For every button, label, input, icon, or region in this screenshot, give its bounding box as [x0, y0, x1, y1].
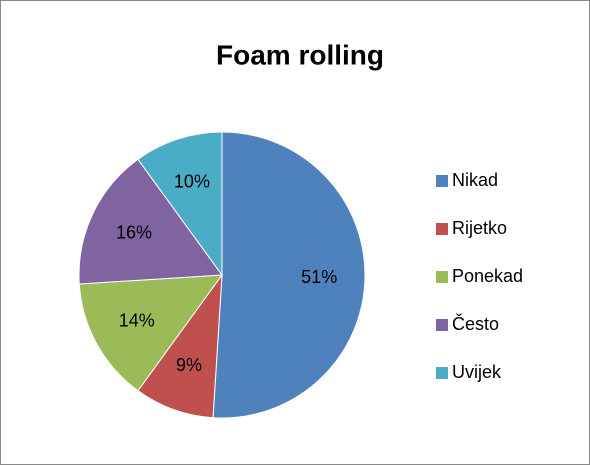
pie-slice: [78, 158, 223, 285]
legend-swatch: [436, 175, 448, 187]
data-label: 51%: [301, 267, 337, 287]
legend-label: Uvijek: [452, 362, 502, 382]
data-label: 16%: [116, 222, 152, 242]
pie-slice: [137, 273, 223, 419]
data-label: 9%: [176, 355, 202, 375]
legend-label: Rijetko: [452, 218, 507, 238]
pie-slice: [212, 131, 366, 419]
data-label: 10%: [174, 171, 210, 191]
chart-title: Foam rolling: [216, 39, 384, 70]
legend-label: Nikad: [452, 170, 498, 190]
legend-swatch: [436, 223, 448, 235]
pie-slice: [137, 131, 223, 277]
legend-label: Ponekad: [452, 266, 523, 286]
pie-slice: [78, 274, 224, 392]
legend-swatch: [436, 319, 448, 331]
legend-label: Često: [452, 313, 499, 334]
data-label: 14%: [119, 311, 155, 331]
legend-swatch: [436, 271, 448, 283]
legend-swatch: [436, 367, 448, 379]
